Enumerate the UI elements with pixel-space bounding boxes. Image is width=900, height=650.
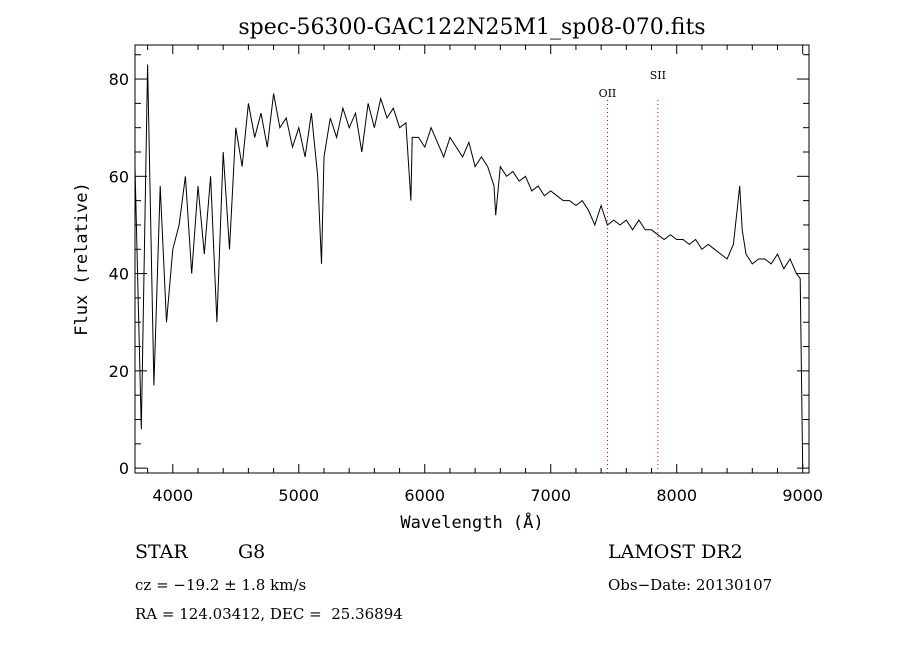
x-tick-label: 5000 <box>278 486 319 505</box>
y-tick-label: 40 <box>109 265 129 284</box>
y-tick-label: 60 <box>109 167 129 186</box>
spectrum-line <box>134 64 804 469</box>
y-tick-label: 20 <box>109 362 129 381</box>
coordinates: RA = 124.03412, DEC = 25.36894 <box>135 605 403 623</box>
x-tick-label: 8000 <box>656 486 697 505</box>
redshift-value: cz = −19.2 ± 1.8 km/s <box>135 576 307 594</box>
x-tick-label: 6000 <box>404 486 445 505</box>
annotation-label: OII <box>599 87 617 100</box>
x-tick-label: 7000 <box>530 486 571 505</box>
chart-title: spec-56300-GAC122N25M1_sp08-070.fits <box>238 15 705 40</box>
x-tick-label: 4000 <box>152 486 193 505</box>
ticks-layer: 4000 5000 6000 7000 8000 9000 0 20 40 60 80 <box>109 45 823 505</box>
object-class: STAR <box>135 541 188 563</box>
object-subclass: G8 <box>238 541 266 563</box>
x-axis-label: Wavelength (Å) <box>400 511 543 533</box>
survey-name: LAMOST DR2 <box>608 541 743 563</box>
annotation-label: SII <box>650 69 666 82</box>
y-tick-label: 80 <box>109 70 129 89</box>
y-axis-label: Flux (relative) <box>72 182 92 336</box>
annotations-layer: OII SII <box>599 69 666 473</box>
observation-date: Obs−Date: 20130107 <box>608 576 773 594</box>
plot-frame <box>134 44 810 474</box>
x-tick-label: 9000 <box>782 486 823 505</box>
y-tick-label: 0 <box>119 459 129 478</box>
